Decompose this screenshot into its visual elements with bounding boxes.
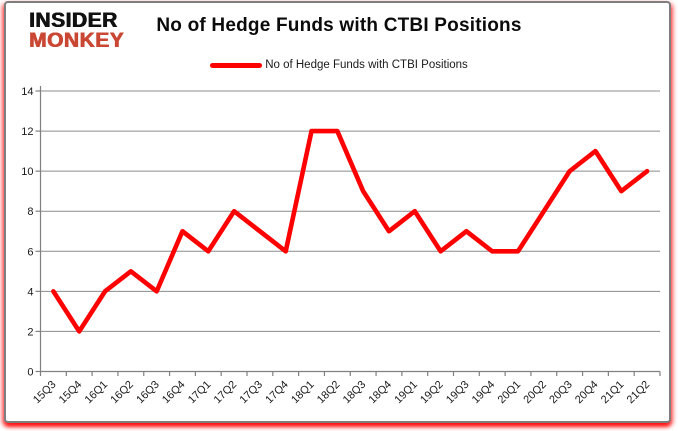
y-axis-label: 0 bbox=[27, 367, 33, 379]
x-axis-label: 17Q4 bbox=[263, 379, 291, 407]
x-axis-label: 19Q3 bbox=[444, 379, 472, 407]
x-axis-label: 17Q2 bbox=[212, 379, 240, 407]
x-axis-label: 21Q2 bbox=[625, 379, 653, 407]
x-axis-label: 20Q2 bbox=[521, 379, 549, 407]
y-axis-label: 8 bbox=[27, 206, 33, 218]
x-axis-label: 16Q1 bbox=[83, 379, 111, 407]
x-axis-label: 20Q1 bbox=[496, 379, 524, 407]
x-axis-label: 16Q3 bbox=[134, 379, 162, 407]
y-axis-label: 4 bbox=[27, 286, 33, 298]
x-axis-label: 18Q3 bbox=[341, 379, 369, 407]
x-axis-label: 18Q2 bbox=[315, 379, 343, 407]
x-axis-label: 15Q3 bbox=[31, 379, 59, 407]
chart-title: No of Hedge Funds with CTBI Positions bbox=[156, 15, 522, 36]
insider-monkey-logo: INSIDER MONKEY bbox=[29, 9, 125, 52]
series-line bbox=[51, 128, 650, 334]
x-axis-label: 20Q4 bbox=[573, 379, 601, 407]
chart-frame bbox=[4, 1, 671, 423]
y-axis-label: 12 bbox=[21, 126, 33, 138]
x-axis-label: 16Q4 bbox=[160, 379, 188, 407]
legend-label: No of Hedge Funds with CTBI Positions bbox=[265, 59, 468, 71]
logo-monkey-text: MONKEY bbox=[29, 28, 125, 52]
y-axis-label: 2 bbox=[27, 326, 33, 338]
x-axis-label: 18Q1 bbox=[289, 379, 317, 407]
x-axis-label: 19Q4 bbox=[470, 379, 498, 407]
x-axis-label: 20Q3 bbox=[547, 379, 575, 407]
x-axis-label: 16Q2 bbox=[108, 379, 136, 407]
x-axis-label: 17Q3 bbox=[238, 379, 266, 407]
y-axis-label: 10 bbox=[21, 166, 33, 178]
x-axis-label: 17Q1 bbox=[186, 379, 214, 407]
x-axis-label: 19Q1 bbox=[392, 379, 420, 407]
legend-line-swatch bbox=[210, 62, 263, 68]
legend: No of Hedge Funds with CTBI Positions bbox=[0, 57, 678, 73]
logo-insider-text: INSIDER bbox=[29, 9, 118, 32]
y-axis-label: 14 bbox=[21, 86, 33, 98]
y-axis-label: 6 bbox=[27, 246, 33, 258]
x-axis-label: 21Q1 bbox=[599, 379, 627, 407]
x-axis-label: 15Q4 bbox=[57, 379, 85, 407]
x-axis-label: 18Q4 bbox=[367, 379, 395, 407]
x-axis-label: 19Q2 bbox=[418, 379, 446, 407]
